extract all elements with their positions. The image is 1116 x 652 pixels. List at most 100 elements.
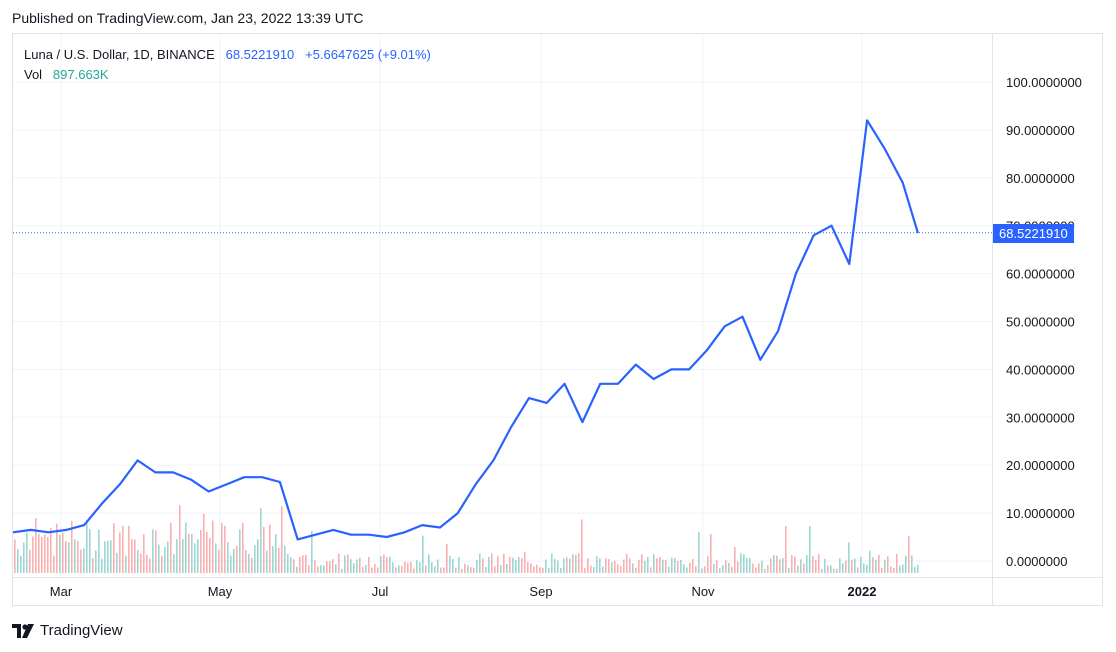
volume-bar	[848, 542, 850, 573]
price-tick-label: 90.0000000	[1006, 123, 1075, 138]
volume-value: 897.663K	[52, 67, 109, 82]
volume-bar	[521, 558, 523, 573]
price-tick-label: 10.0000000	[1006, 506, 1075, 521]
volume-bar	[416, 560, 418, 573]
volume-bar	[197, 538, 199, 573]
volume-bar	[263, 526, 265, 573]
volume-bar	[125, 555, 127, 573]
volume-bar	[131, 539, 133, 573]
volume-bar	[806, 555, 808, 573]
volume-bar	[23, 542, 25, 573]
volume-bar	[464, 563, 466, 573]
volume-bar	[314, 560, 316, 573]
volume-bar	[422, 535, 424, 573]
volume-bar	[461, 568, 463, 573]
volume-bar	[305, 554, 307, 573]
volume-bar	[290, 557, 292, 573]
volume-bar	[707, 556, 709, 573]
volume-bar	[584, 568, 586, 573]
volume-bar	[182, 539, 184, 573]
volume-bar	[527, 561, 529, 573]
volume-bar	[119, 532, 121, 573]
volume-bar	[236, 545, 238, 573]
volume-bar	[395, 567, 397, 573]
volume-bar	[728, 563, 730, 573]
volume-bar	[473, 567, 475, 573]
chart-frame[interactable]	[12, 33, 1103, 606]
volume-bar	[566, 557, 568, 573]
price-tick-label: 30.0000000	[1006, 410, 1075, 425]
chart-legend: Luna / U.S. Dollar, 1D, BINANCE 68.52219…	[24, 45, 431, 85]
volume-bar	[872, 557, 874, 573]
volume-bar	[671, 557, 673, 573]
volume-bar	[326, 561, 328, 573]
volume-bar	[164, 546, 166, 573]
volume-bar	[629, 558, 631, 573]
volume-bar	[794, 556, 796, 573]
volume-bar	[149, 558, 151, 573]
volume-bar	[911, 555, 913, 573]
volume-bar	[377, 567, 379, 573]
volume-bar	[107, 540, 109, 573]
volume-bar	[620, 566, 622, 573]
volume-bar	[254, 545, 256, 573]
price-tick-label: 60.0000000	[1006, 267, 1075, 282]
volume-label: Vol	[24, 67, 43, 82]
symbol-label: Luna / U.S. Dollar, 1D, BINANCE	[24, 47, 215, 62]
volume-bar	[362, 567, 364, 573]
volume-bar	[68, 542, 70, 573]
volume-bar	[641, 554, 643, 573]
volume-bar	[611, 562, 613, 573]
volume-bar	[578, 553, 580, 573]
volume-bar	[668, 566, 670, 573]
volume-bar	[323, 565, 325, 573]
price-change-value: +5.6647625 (+9.01%)	[305, 47, 431, 62]
volume-bar	[458, 557, 460, 573]
volume-bar	[515, 560, 517, 573]
volume-bar	[257, 539, 259, 573]
volume-bar	[623, 559, 625, 573]
volume-bar	[239, 529, 241, 573]
last-price-value: 68.5221910	[225, 47, 295, 62]
volume-bar	[209, 537, 211, 573]
footer-brand[interactable]: TradingView	[12, 622, 123, 639]
volume-bar	[614, 560, 616, 573]
volume-bar	[83, 548, 85, 573]
volume-bar	[275, 534, 277, 573]
volume-bar	[38, 533, 40, 573]
volume-bar	[518, 556, 520, 573]
volume-bar	[821, 568, 823, 573]
volume-bar	[449, 555, 451, 573]
volume-bar	[524, 551, 526, 573]
volume-bar	[92, 558, 94, 573]
volume-bar	[317, 566, 319, 573]
price-axis: 100.000000090.000000080.000000070.000000…	[1006, 75, 1082, 569]
price-tick-label: 80.0000000	[1006, 171, 1075, 186]
volume-bar	[650, 567, 652, 573]
volume-bar	[272, 546, 274, 573]
volume-bar	[77, 540, 79, 573]
volume-bar	[98, 529, 100, 573]
volume-bar	[836, 568, 838, 573]
volume-bar	[758, 563, 760, 573]
volume-bar	[569, 558, 571, 573]
volume-bar	[140, 553, 142, 573]
price-line-layer	[12, 119, 992, 541]
volume-bar	[431, 562, 433, 573]
volume-bar	[62, 532, 64, 573]
volume-bar	[914, 566, 916, 573]
volume-bar	[347, 554, 349, 573]
volume-bar	[749, 558, 751, 573]
volume-bar	[491, 553, 493, 573]
volume-bar	[188, 533, 190, 573]
volume-bar	[104, 541, 106, 573]
volume-bar	[590, 565, 592, 573]
volume-bar	[857, 567, 859, 573]
volume-bar	[824, 558, 826, 573]
volume-bar	[737, 561, 739, 573]
volume-bar	[854, 558, 856, 573]
volume-bar	[440, 567, 442, 573]
volume-bar	[851, 559, 853, 573]
volume-bar	[404, 561, 406, 573]
